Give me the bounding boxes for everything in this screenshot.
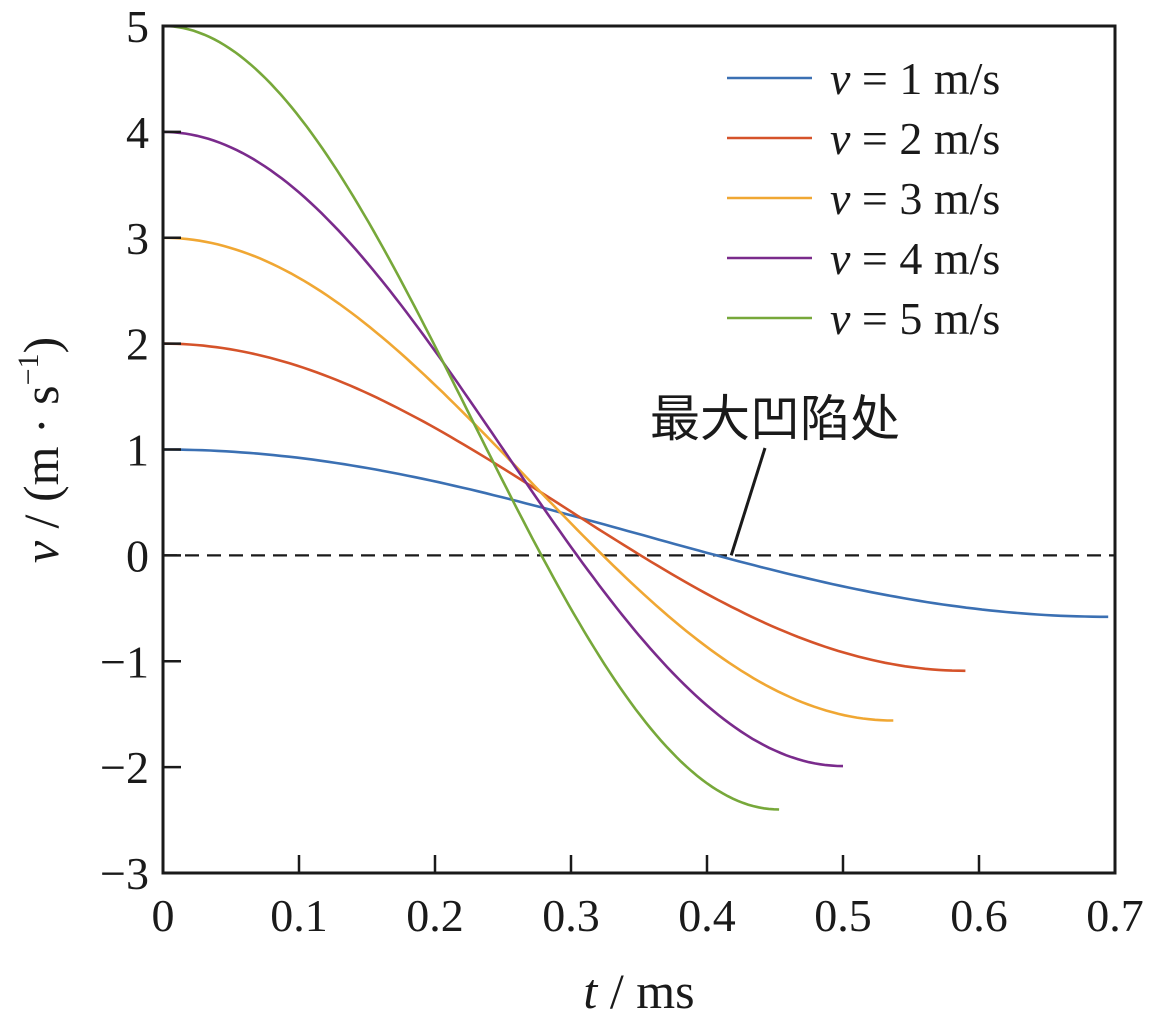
x-tick-label: 0.5 [814,890,872,941]
y-tick-label: 1 [126,425,149,476]
y-tick-label: −3 [100,848,149,899]
legend-label: v = 4 m/s [830,233,1000,284]
annotation-pointer [729,447,767,556]
x-tick-label: 0.4 [678,890,736,941]
x-tick-label: 0.1 [270,890,328,941]
x-axis-label: t / ms [583,963,694,1013]
x-tick-label: 0.2 [406,890,464,941]
legend-label: v = 1 m/s [830,53,1000,104]
series-line-v2 [162,342,966,673]
x-tick-label: 0.6 [950,890,1008,941]
y-tick-label: 3 [126,213,149,264]
series-line-v4 [162,130,844,768]
y-axis-label: v / (m · s−1) [12,337,69,563]
annotation-max-depression: 最大凹陷处 [650,390,900,448]
legend-label: v = 3 m/s [830,173,1000,224]
series-line-v3 [163,236,894,722]
x-tick-label: 0.3 [542,890,600,941]
series-line-v5 [162,24,780,811]
y-tick-label: −2 [100,742,149,793]
legend-label: v = 5 m/s [830,293,1000,344]
y-tick-label: 5 [126,1,149,52]
y-tick-label: −1 [100,636,149,687]
y-tick-label: 2 [126,319,149,370]
y-tick-label: 4 [126,107,149,158]
y-tick-label: 0 [126,530,149,581]
legend-label: v = 2 m/s [830,113,1000,164]
series-line-v1 [163,448,1109,619]
x-tick-label: 0 [152,890,175,941]
x-tick-label: 0.7 [1086,890,1144,941]
